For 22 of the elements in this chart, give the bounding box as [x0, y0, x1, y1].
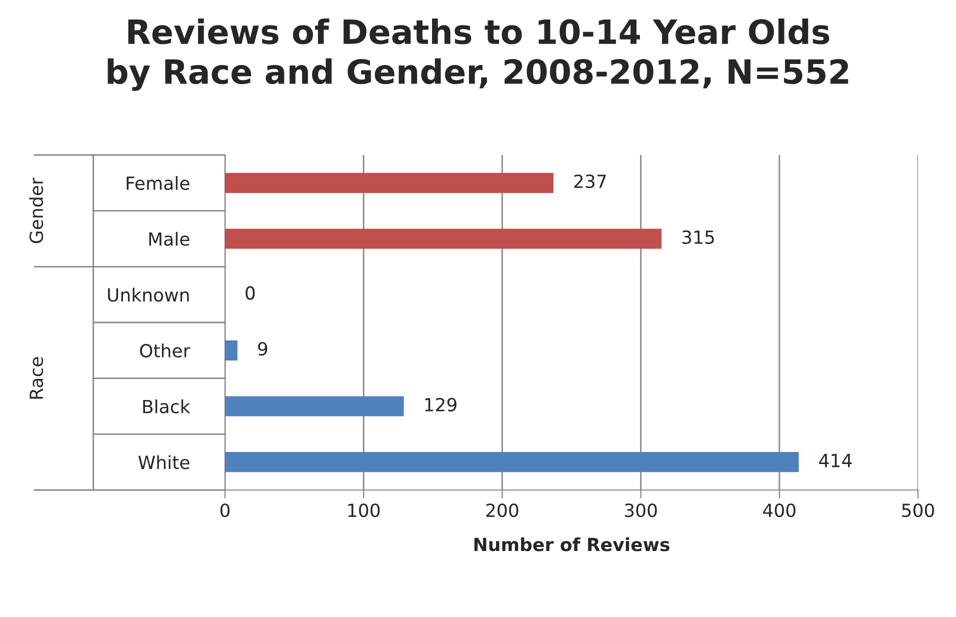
data-label: 129 — [425, 398, 456, 412]
y-tick-label: Female — [126, 176, 190, 190]
y-tick-label: Other — [140, 344, 190, 358]
data-label: 0 — [246, 286, 255, 300]
text: Race — [30, 357, 44, 399]
x-tick-label: 100 — [348, 504, 380, 518]
data-label: 237 — [574, 174, 606, 188]
x-axis-title: Number of Reviews — [474, 537, 670, 552]
x-tick-label: 400 — [763, 504, 796, 518]
x-tick-label: 500 — [902, 504, 934, 518]
data-label: 315 — [682, 230, 714, 244]
x-tick-label: 0 — [220, 504, 230, 518]
y-tick-label: White — [138, 455, 190, 470]
x-tick-label: 200 — [486, 504, 518, 518]
chart-title: Reviews of Deaths to 10-14 Year Olds by Race and Gender, 2008-2012, N=552 — [108, 18, 848, 91]
y-tick-label: Male — [149, 232, 190, 246]
text: Gender — [29, 178, 44, 244]
y-tick-label: Black — [143, 399, 190, 414]
x-tick-label: 300 — [624, 504, 657, 518]
y-tick-label: Unknown — [108, 288, 189, 302]
data-label: 9 — [258, 342, 268, 356]
data-label: 414 — [819, 454, 852, 468]
